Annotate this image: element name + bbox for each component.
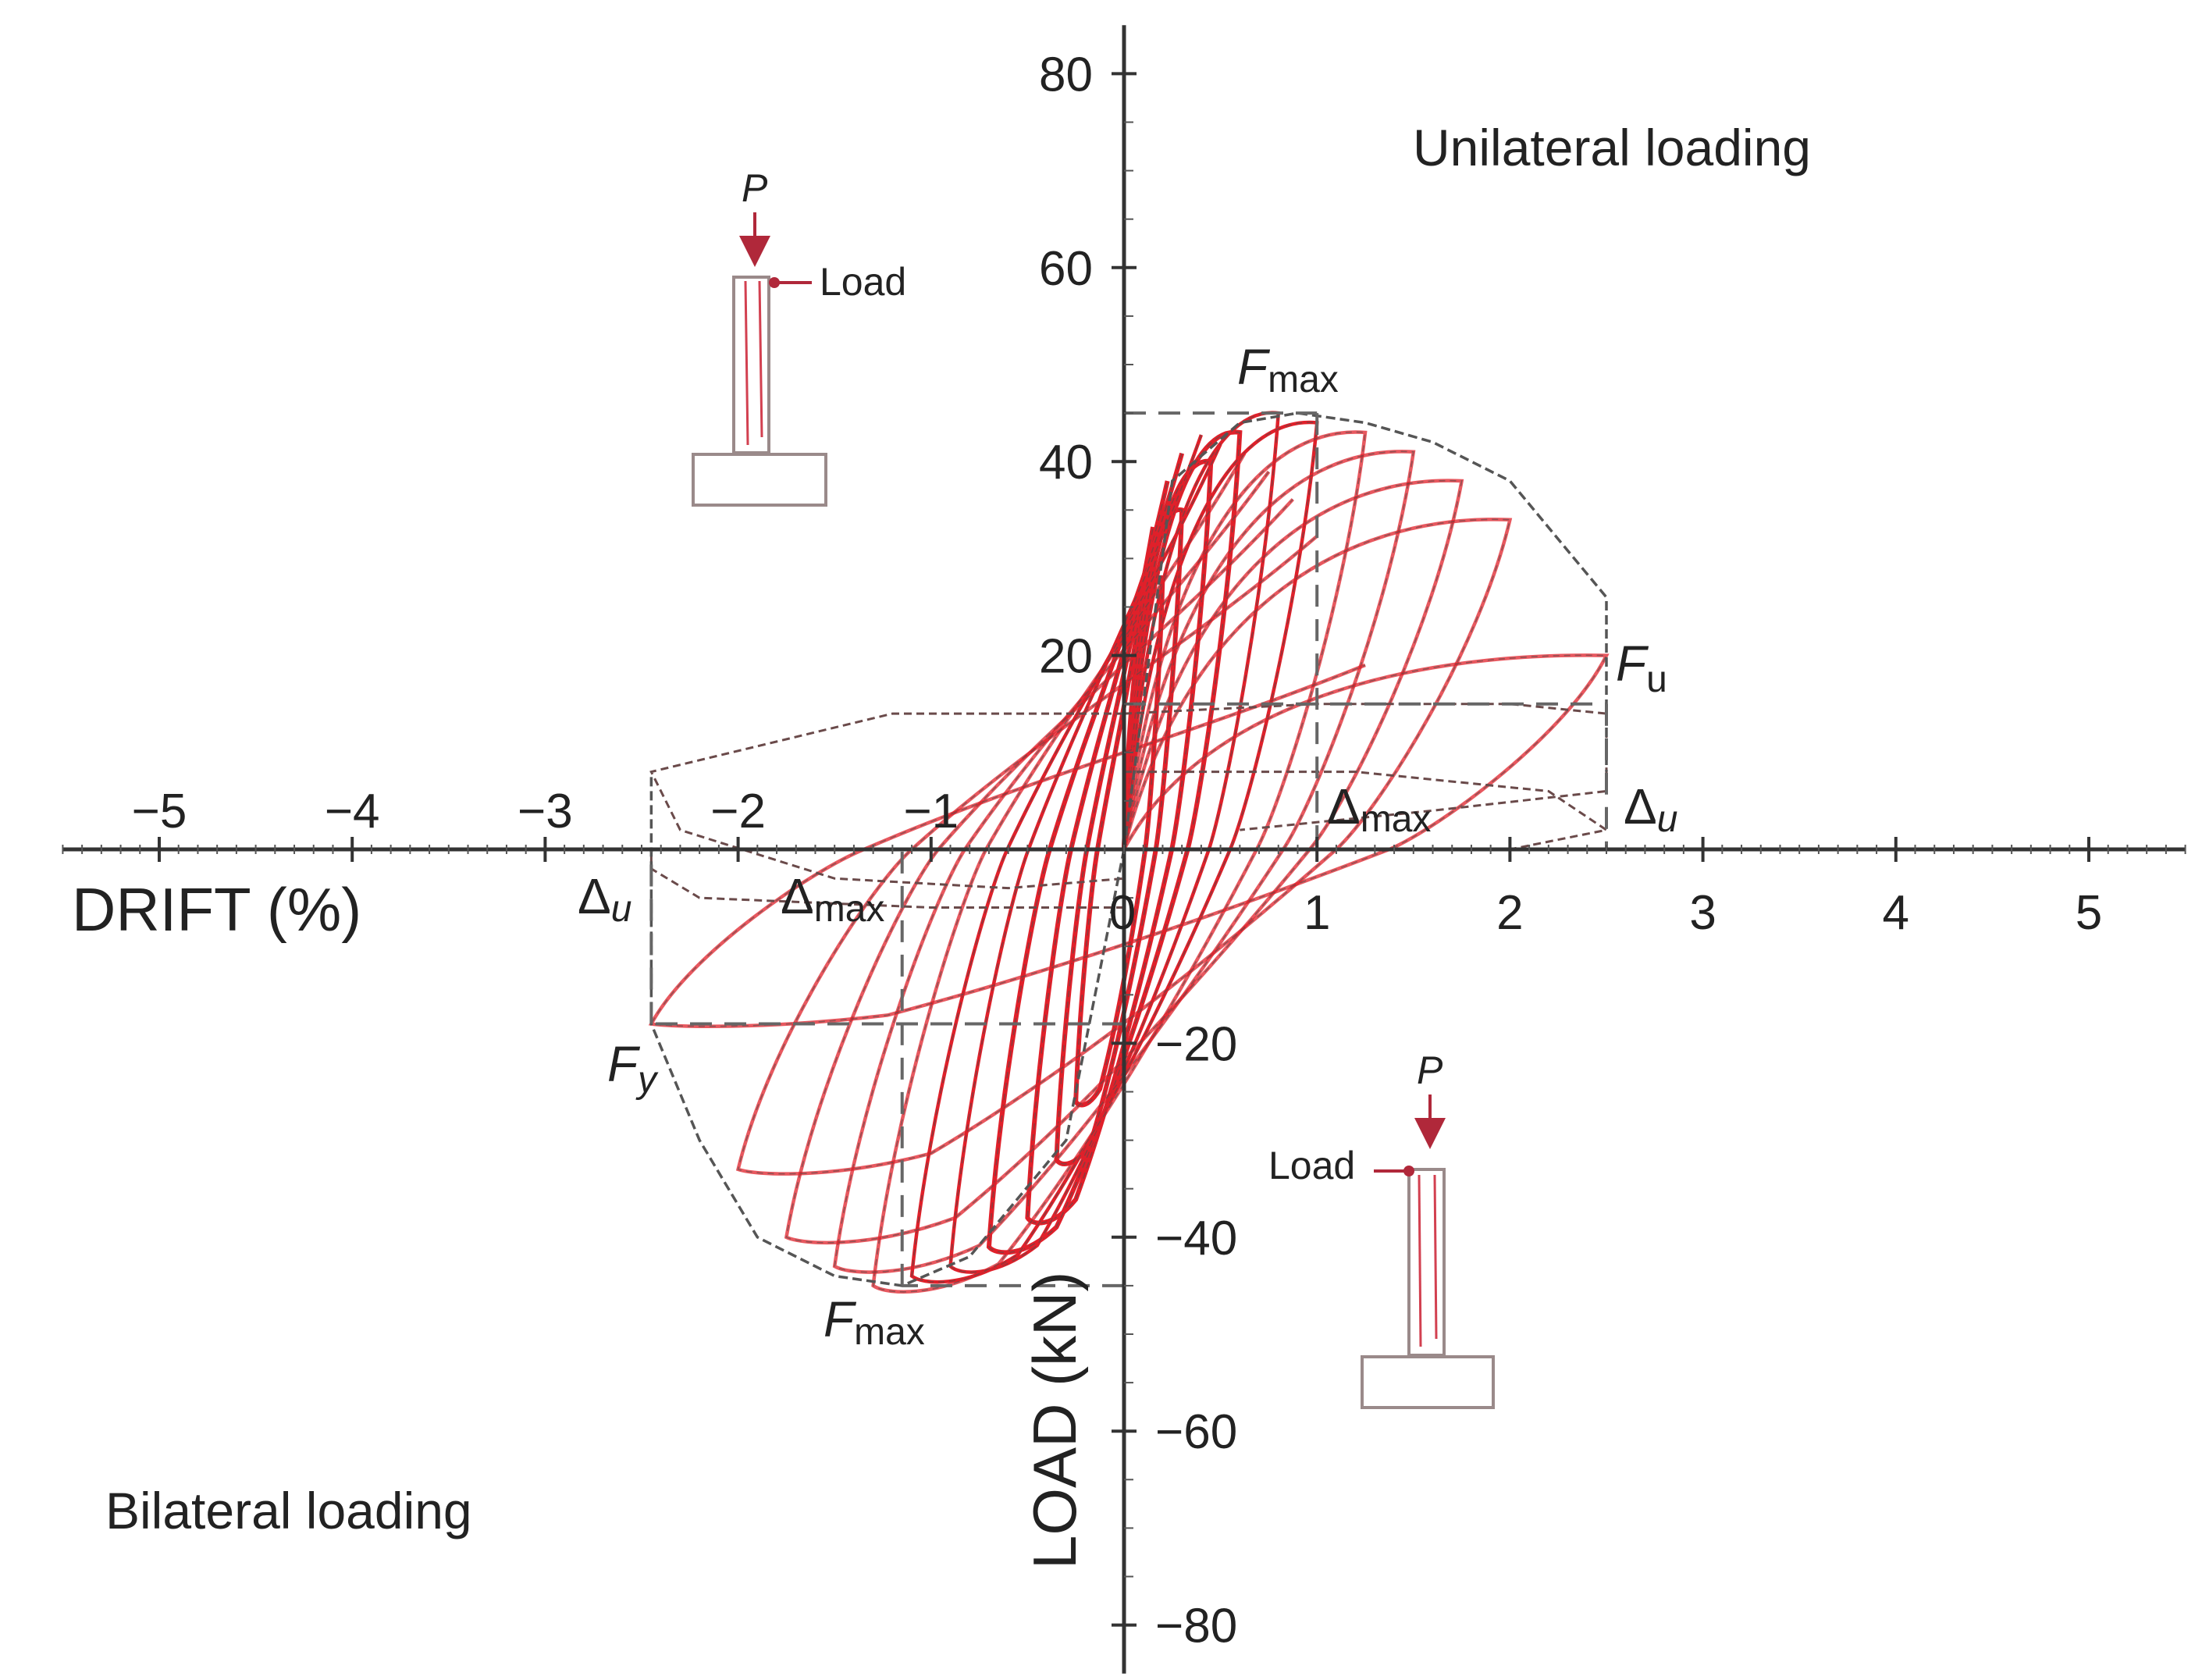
hysteresis-loops: [648, 411, 1610, 1294]
inset-load-label: Load: [1268, 1144, 1355, 1187]
unilateral-loading-label: Unilateral loading: [1413, 119, 1811, 176]
annotations: Fmax Fu Δmax Δu Fmax Fy Δmax Δu: [578, 339, 1677, 1353]
hysteresis-loop-outline: [949, 411, 1279, 1273]
x-tick-label: −3: [518, 785, 573, 838]
delta-max-negative-label: Δmax: [781, 868, 884, 930]
inset-crack-line: [758, 280, 763, 438]
inset-load-point: [769, 277, 780, 288]
envelope-curve: [1122, 411, 1608, 850]
y-tick-label: −80: [1155, 1600, 1237, 1653]
inset-column-base: [692, 453, 827, 507]
y-tick-label: −60: [1155, 1405, 1237, 1459]
inset-column-stem: [1407, 1168, 1446, 1357]
minor-ticks: [62, 73, 2186, 1626]
y-tick-label: 20: [1039, 630, 1093, 684]
delta-u-positive-label: Δu: [1624, 778, 1677, 840]
hysteresis-loop-outline: [911, 422, 1318, 1283]
inset-column-stem: [732, 276, 770, 454]
inset-p-label: P: [742, 166, 768, 210]
y-axis-title: LOAD (kN): [1020, 1272, 1089, 1569]
fmax-negative-label: Fmax: [824, 1291, 925, 1353]
column-inset-upper-left: P Load: [692, 166, 906, 507]
x-tick-label: −4: [325, 785, 380, 838]
hysteresis-loop-outline: [872, 431, 1366, 1293]
y-tick-label: −20: [1155, 1017, 1237, 1071]
x-tick-label: 2: [1496, 886, 1523, 940]
y-tick-label: −40: [1155, 1212, 1237, 1265]
column-inset-lower-right: P Load: [1268, 1048, 1495, 1409]
x-tick-label: 3: [1689, 886, 1716, 940]
inset-crack-line: [744, 280, 749, 446]
inset-load-label: Load: [820, 260, 906, 304]
origin-label: 0: [1109, 886, 1136, 940]
hysteresis-loop-outline: [785, 479, 1463, 1244]
hysteresis-loop-outline: [1026, 461, 1212, 1224]
inset-column-base: [1361, 1355, 1495, 1409]
wide-cycle-curve: [649, 712, 1125, 890]
inset-crack-line: [1433, 1174, 1438, 1340]
inset-p-label: P: [1417, 1048, 1443, 1092]
x-tick-label: 5: [2076, 886, 2102, 940]
inset-load-point: [1403, 1166, 1414, 1176]
hysteresis-loop-outline: [650, 654, 1608, 1027]
inset-crack-line: [1418, 1174, 1422, 1347]
x-tick-label: −1: [903, 785, 959, 838]
x-tick-label: 1: [1304, 886, 1330, 940]
axis-ticks: −5 −4 −3 −2 −1 1 2 3 4 5 80 60 40 20 −20 −40 −60 −80 0: [132, 48, 2103, 1653]
reference-lines: [649, 411, 1608, 1287]
x-axis-title: DRIFT (%): [72, 875, 361, 944]
hysteresis-loop: [1025, 458, 1214, 1226]
hysteresis-loop: [832, 450, 1416, 1274]
x-tick-label: −2: [710, 785, 766, 838]
x-tick-label: −5: [132, 785, 187, 838]
fmax-positive-label: Fmax: [1237, 339, 1339, 400]
delta-u-negative-label: Δu: [578, 868, 631, 930]
y-tick-label: 60: [1039, 242, 1093, 296]
y-tick-label: 80: [1039, 48, 1093, 101]
delta-max-positive-label: Δmax: [1327, 778, 1431, 840]
fu-label: Fu: [1616, 635, 1667, 700]
hysteresis-loop-outline: [737, 518, 1511, 1175]
fy-label: Fy: [607, 1036, 659, 1101]
bilateral-loading-label: Bilateral loading: [105, 1482, 472, 1539]
y-tick-label: 40: [1039, 436, 1093, 489]
x-tick-label: 4: [1883, 886, 1909, 940]
